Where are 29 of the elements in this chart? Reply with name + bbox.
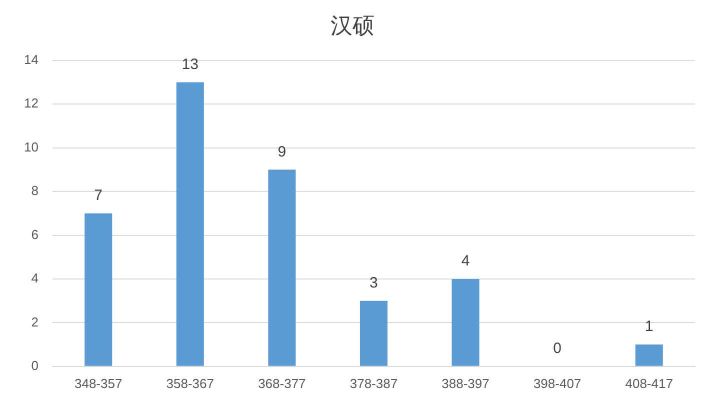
y-tick-label: 10 xyxy=(24,139,38,154)
chart-title: 汉硕 xyxy=(330,14,374,39)
y-tick-label: 12 xyxy=(24,96,38,111)
x-tick-label: 378-387 xyxy=(350,376,398,391)
x-tick-label: 388-397 xyxy=(442,376,490,391)
x-tick-label: 358-367 xyxy=(166,376,214,391)
data-label: 3 xyxy=(370,274,378,292)
data-label: 4 xyxy=(461,252,470,270)
bar xyxy=(176,82,204,366)
bar xyxy=(360,300,388,366)
y-tick-label: 6 xyxy=(31,226,38,242)
y-tick-label: 2 xyxy=(31,314,38,330)
bar xyxy=(268,170,296,366)
y-tick-label: 8 xyxy=(31,183,38,198)
bar xyxy=(84,213,112,366)
bar xyxy=(452,278,480,366)
data-label: 0 xyxy=(553,340,562,358)
data-label: 9 xyxy=(278,143,286,160)
data-label: 1 xyxy=(644,318,654,336)
data-label: 7 xyxy=(94,187,103,204)
x-tick-label: 408-417 xyxy=(625,376,673,391)
x-tick-label: 348-357 xyxy=(74,376,122,391)
data-label: 13 xyxy=(182,56,198,73)
x-tick-label: 398-407 xyxy=(533,376,582,391)
y-tick-label: 14 xyxy=(24,52,38,67)
y-tick-label: 4 xyxy=(31,270,38,286)
bar xyxy=(635,344,663,366)
x-tick-label: 368-377 xyxy=(258,376,306,391)
y-tick-label: 0 xyxy=(31,358,38,373)
